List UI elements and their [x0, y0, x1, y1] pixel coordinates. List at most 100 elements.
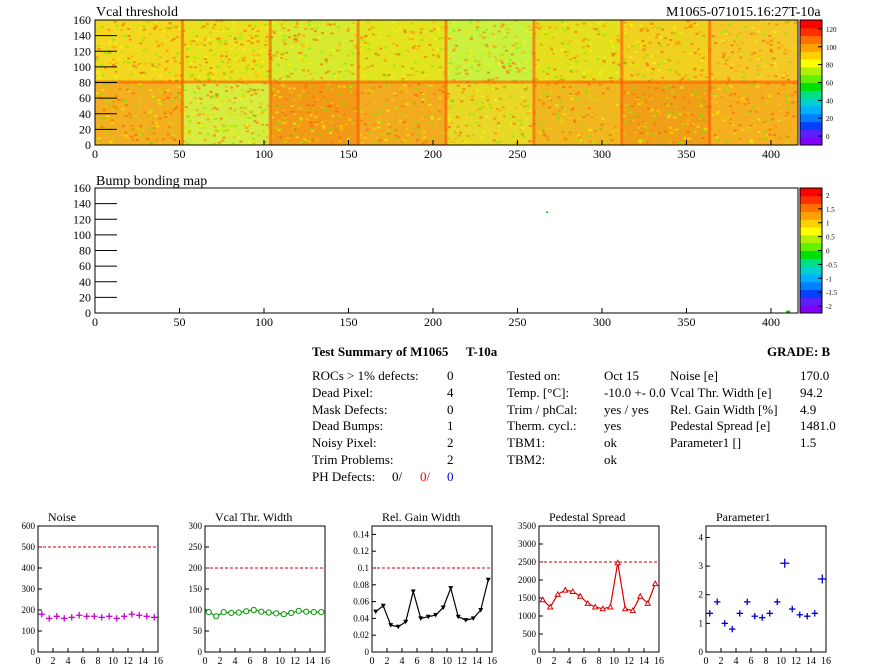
pixel	[110, 99, 114, 102]
pixel	[197, 91, 201, 94]
x-tick-label: 150	[339, 315, 357, 329]
pixel	[374, 127, 378, 130]
pixel	[702, 92, 706, 95]
pixel	[496, 136, 500, 139]
pixel	[794, 21, 798, 24]
pixel	[729, 100, 733, 103]
x-tick-label: 14	[138, 656, 148, 666]
pixel	[774, 75, 778, 78]
pixel	[785, 20, 789, 23]
pixel	[280, 52, 284, 55]
x-tick-label: 8	[263, 656, 268, 666]
pixel	[784, 114, 788, 117]
pixel	[549, 47, 553, 50]
pixel	[152, 22, 156, 25]
pixel	[642, 139, 646, 142]
pixel	[227, 99, 231, 102]
pixel	[211, 108, 215, 111]
pixel	[734, 76, 738, 79]
pixel	[176, 52, 180, 55]
y-tick-label: 500	[523, 629, 537, 639]
pixel	[95, 58, 99, 61]
pixel	[652, 123, 656, 126]
pixel	[585, 101, 589, 104]
condition-value: Oct 15	[604, 368, 640, 383]
pixel	[633, 86, 637, 89]
pixel	[297, 94, 301, 97]
pixel	[441, 134, 445, 137]
pixel	[259, 102, 263, 105]
pixel	[254, 71, 258, 74]
pixel	[315, 38, 319, 41]
pixel	[380, 71, 384, 74]
pixel	[429, 39, 433, 42]
pixel	[420, 116, 424, 119]
y-tick-label: 100	[189, 605, 203, 615]
pixel	[597, 140, 601, 143]
pixel	[765, 118, 769, 121]
pixel	[472, 95, 476, 98]
pixel	[510, 64, 514, 67]
pixel	[279, 140, 283, 143]
pixel	[332, 47, 336, 50]
pixel	[775, 23, 779, 26]
pixel	[521, 132, 525, 135]
data-point	[729, 625, 736, 633]
pixel	[487, 142, 491, 145]
data-point	[706, 610, 713, 617]
pixel	[504, 28, 508, 31]
pixel	[536, 87, 540, 90]
pixel	[256, 29, 260, 32]
pixel	[272, 32, 276, 35]
pixel	[521, 62, 525, 65]
pixel	[307, 47, 311, 50]
pixel	[305, 109, 309, 112]
pixel	[385, 99, 389, 102]
pixel	[338, 68, 342, 71]
pixel	[695, 23, 699, 26]
color-scale-bin	[800, 35, 822, 44]
pixel	[414, 87, 418, 90]
pixel	[217, 127, 221, 130]
pixel	[224, 42, 228, 45]
data-point	[303, 608, 310, 615]
pixel	[134, 51, 138, 54]
pixel	[110, 139, 114, 142]
pixel	[685, 122, 689, 125]
pixel	[394, 55, 398, 58]
pixel	[259, 112, 263, 115]
pixel	[560, 120, 564, 123]
pixel	[277, 119, 281, 122]
pixel	[686, 112, 690, 115]
x-tick-label: 6	[415, 656, 420, 666]
pixel	[718, 58, 722, 61]
pixel	[751, 26, 755, 29]
pixel	[562, 135, 566, 138]
pixel	[193, 97, 197, 100]
pixel	[248, 117, 252, 120]
pixel	[737, 36, 741, 39]
pixel	[221, 30, 225, 33]
pixel	[151, 95, 155, 98]
pixel	[243, 107, 247, 110]
pixel	[404, 141, 408, 144]
pixel	[600, 123, 604, 126]
pixel	[679, 86, 683, 89]
pixel	[146, 137, 150, 140]
pixel	[508, 58, 512, 61]
pixel	[539, 79, 543, 82]
pixel	[697, 48, 701, 51]
pixel	[377, 126, 381, 129]
pixel	[630, 74, 634, 77]
pixel	[647, 78, 651, 81]
pixel	[746, 98, 750, 101]
color-scale-bin	[800, 242, 822, 251]
pixel	[630, 24, 634, 27]
pixel	[591, 109, 595, 112]
pixel	[522, 23, 526, 26]
pixel	[333, 128, 337, 131]
pixel	[270, 76, 274, 79]
pixel	[354, 46, 358, 49]
y-tick-label: 160	[73, 181, 91, 195]
pixel	[615, 84, 619, 87]
